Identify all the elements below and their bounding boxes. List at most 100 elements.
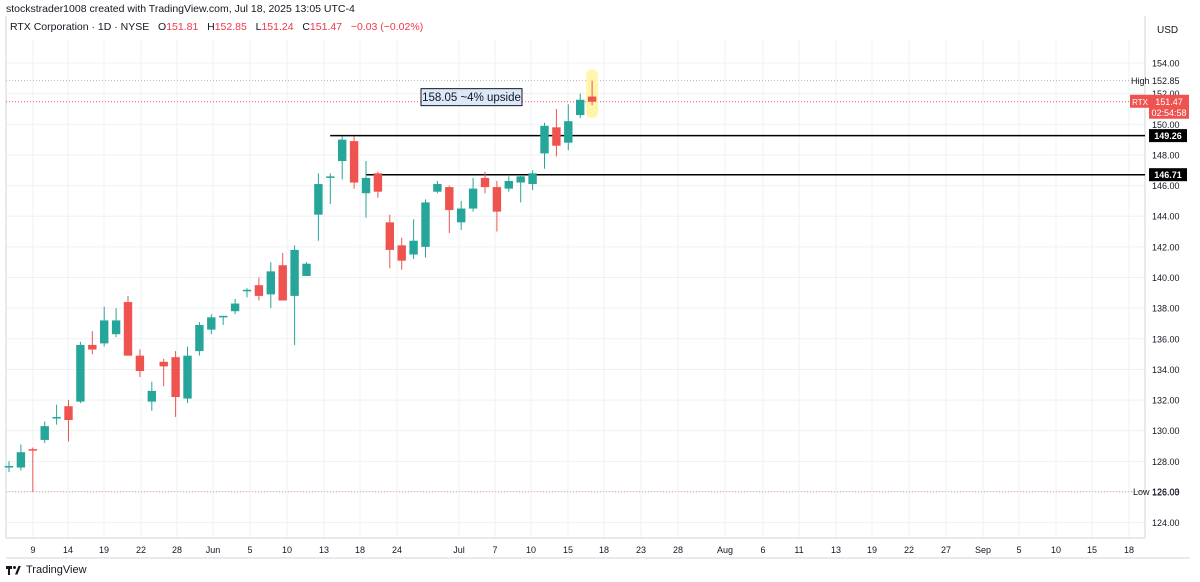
level-price-text: 149.26 — [1154, 131, 1182, 141]
candle-body — [159, 361, 168, 367]
x-tick-label: 19 — [867, 545, 877, 555]
low-value-label: 126.03 — [1152, 487, 1180, 497]
y-tick-label: 146.00 — [1152, 181, 1180, 191]
close-label: C — [302, 21, 310, 33]
x-tick-label: Sep — [975, 545, 991, 555]
x-tick-label: 5 — [1016, 545, 1021, 555]
candle-body — [147, 390, 156, 402]
currency-label[interactable]: USD — [1157, 25, 1179, 36]
candle-body — [421, 202, 430, 247]
candle-body — [64, 406, 73, 421]
annotation-box — [420, 88, 523, 107]
candle-body — [219, 315, 228, 318]
candle-body — [16, 452, 26, 468]
y-tick-label: 128.00 — [1152, 457, 1180, 467]
x-tick-label: 7 — [492, 545, 497, 555]
x-tick-label: Jun — [206, 545, 221, 555]
high-label: H — [207, 21, 215, 33]
x-tick-label: 6 — [760, 545, 765, 555]
x-tick-label: 9 — [30, 545, 35, 555]
x-tick-label: 28 — [172, 545, 182, 555]
chart-credit: stockstrader1008 created with TradingVie… — [6, 3, 355, 15]
candle-body — [552, 127, 561, 146]
candle-body — [4, 465, 14, 468]
countdown-text: 02:54:58 — [1151, 108, 1186, 118]
candle-body — [361, 177, 371, 194]
y-tick-label: 140.00 — [1152, 273, 1180, 283]
candle-body — [266, 271, 275, 295]
level-price-badge — [1149, 129, 1187, 143]
y-tick-label: 136.00 — [1152, 334, 1180, 344]
x-tick-label: 13 — [319, 545, 329, 555]
y-tick-label: 126.00 — [1152, 488, 1180, 498]
footer-brand[interactable]: TradingView — [6, 564, 87, 576]
high-value: 152.85 — [214, 21, 247, 33]
candle-body — [492, 187, 502, 212]
candle-body — [385, 222, 394, 250]
candle-body — [230, 303, 240, 312]
candle-body — [516, 176, 525, 183]
candle-body — [111, 320, 121, 335]
tradingview-logo-icon — [6, 565, 22, 575]
ticker-badge-text: RTX — [1132, 98, 1149, 107]
x-tick-label: 10 — [526, 545, 536, 555]
x-tick-label: 15 — [1087, 545, 1097, 555]
x-tick-label: Jul — [453, 545, 465, 555]
last-price-badge — [1149, 94, 1189, 119]
close-value: 151.47 — [309, 21, 343, 33]
candle-body — [123, 302, 133, 356]
x-tick-label: 11 — [794, 545, 803, 555]
high-low-lines: High 152.85 Low 126.03 — [6, 76, 1180, 497]
ticker-badge — [1130, 94, 1150, 108]
x-tick-label: 23 — [636, 545, 646, 555]
symbol-name[interactable]: RTX Corporation · 1D · NYSE — [10, 21, 150, 33]
y-tick-label: 144.00 — [1152, 212, 1180, 222]
candle-body — [468, 188, 478, 209]
x-tick-label: 24 — [392, 545, 402, 555]
x-tick-label: 28 — [673, 545, 683, 555]
price-axis: 124.00 126.00 128.00 130.00 132.00 134.00 136.… — [1130, 58, 1189, 528]
high-value-label: 152.85 — [1152, 76, 1180, 86]
candle-body — [302, 263, 311, 276]
x-tick-label: 18 — [355, 545, 365, 555]
candle-body — [528, 173, 537, 185]
candle-body — [504, 180, 513, 189]
candle-body — [254, 285, 264, 296]
candle-body — [135, 355, 145, 371]
candle-body — [183, 355, 192, 399]
y-tick-label: 132.00 — [1152, 396, 1180, 406]
candle-body — [40, 426, 49, 440]
candles — [4, 80, 597, 493]
footer-brand-label: TradingView — [26, 564, 87, 576]
x-tick-label: 10 — [282, 545, 292, 555]
candle-body — [52, 416, 61, 419]
candle-body — [88, 344, 97, 350]
symbol-legend: RTX Corporation · 1D · NYSE O151.81 H152… — [10, 21, 423, 33]
y-tick-label: 154.00 — [1152, 58, 1180, 68]
candle-body — [76, 344, 85, 402]
y-tick-label: 134.00 — [1152, 365, 1180, 375]
grid-lines — [6, 40, 1145, 538]
x-tick-label: 18 — [1124, 545, 1134, 555]
open-label: O — [158, 21, 167, 33]
x-tick-label: 15 — [563, 545, 573, 555]
x-tick-label: Aug — [717, 545, 733, 555]
candle-body — [338, 139, 347, 162]
y-tick-label: 142.00 — [1152, 242, 1180, 252]
high-label: High — [1131, 76, 1150, 86]
candle-body — [326, 176, 335, 178]
low-label: L — [255, 21, 262, 33]
candle-body — [540, 125, 549, 154]
candle-body — [409, 240, 418, 255]
horizontal-levels: 149.26 146.71 — [330, 129, 1187, 182]
candle-body — [564, 121, 573, 143]
y-tick-label: 150.00 — [1152, 120, 1180, 130]
candle-body — [242, 289, 252, 292]
candle-body — [314, 184, 323, 215]
candle-body — [195, 325, 204, 352]
level-price-text: 146.71 — [1154, 170, 1182, 180]
annotation-group: 158.05 ~4% upside — [420, 88, 523, 107]
x-tick-label: 10 — [1051, 545, 1061, 555]
